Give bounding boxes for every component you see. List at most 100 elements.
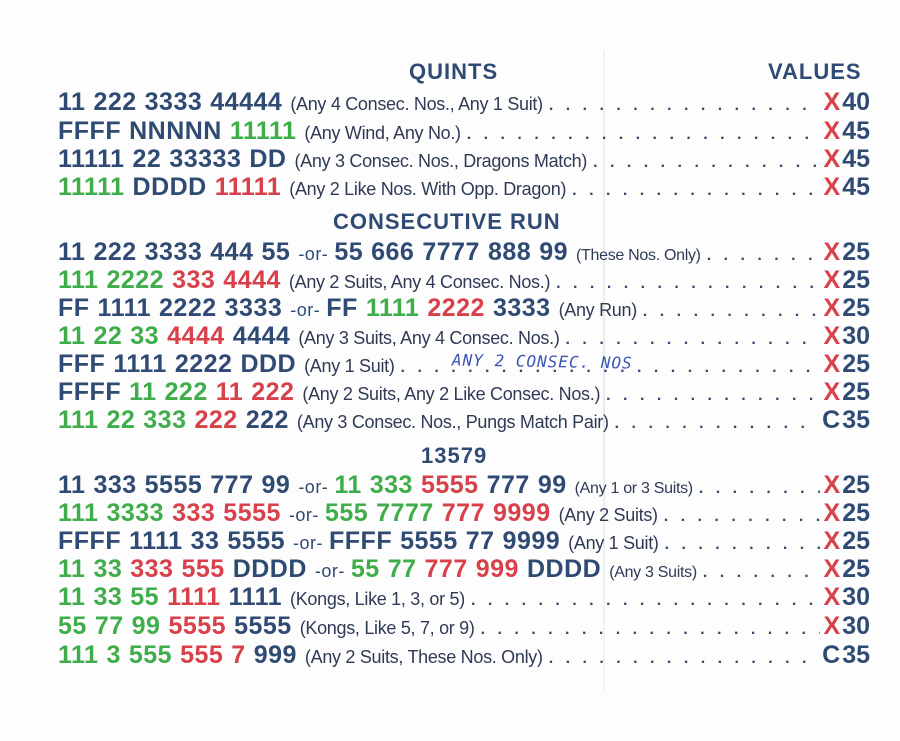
tile-group: 5555 (168, 612, 227, 640)
hand-note: (Any 2 Like Nos. With Opp. Dragon) (289, 179, 567, 199)
tile-group: 777 (424, 555, 468, 583)
hand-note: (Any 2 Suits) (558, 505, 658, 525)
tile-group: NNNNN (129, 117, 222, 145)
exposed-mark: X (823, 322, 841, 350)
tile-group: 111 (58, 499, 99, 527)
tile-group: 99 (537, 471, 567, 499)
tile-group: 33333 (169, 145, 242, 173)
hand-points: 30 (842, 322, 870, 350)
hand-points: 35 (842, 641, 870, 669)
tile-group: DDDD (232, 555, 307, 583)
hand-value: X 30 (824, 583, 871, 612)
tile-group: 7777 (422, 238, 480, 266)
dot-leader (593, 154, 819, 172)
dot-leader (471, 592, 820, 610)
hand-tiles: 111 2222 333 4444 (58, 266, 289, 295)
tile-group: 55 (350, 555, 380, 583)
hand-tiles: FF 1111 2222 3333 -or- FF 1111 2222 3333 (58, 294, 559, 323)
hand-note: (Any 3 Consec. Nos., Pungs Match Pair) (296, 412, 609, 432)
tile-group: FFF (58, 350, 106, 378)
tile-group: 99 (261, 471, 291, 499)
concealed-mark: C (822, 406, 841, 434)
tile-group: 22 (106, 406, 136, 434)
hand-tiles: FFFF 1111 33 5555 -or- FFFF 5555 77 9999 (58, 527, 568, 556)
tile-group: 444 (210, 238, 254, 266)
tile-group: 77 (94, 612, 124, 640)
tile-group: 55 (58, 612, 87, 640)
tile-group: DDDD (526, 555, 602, 583)
tile-group: 11111 (229, 117, 297, 145)
exposed-mark: X (823, 350, 841, 378)
tile-group: 11 (129, 378, 157, 406)
tile-group: 99 (131, 612, 161, 640)
tile-group: 1111 (167, 583, 221, 611)
tile-group: 999 (253, 641, 297, 669)
tile-group: 77 (465, 527, 495, 555)
hand-tiles: 111 22 333 222 222 (58, 406, 297, 435)
hand-tiles: 11 222 3333 444 55 -or- 55 666 7777 888 99 (58, 238, 576, 267)
tile-group: FFFF (329, 527, 393, 555)
dot-leader (606, 387, 819, 405)
tile-group: 666 (371, 238, 415, 266)
tile-group: 222 (93, 88, 137, 116)
tile-group: 3333 (144, 238, 203, 266)
tile-group: 333 (143, 406, 187, 434)
hand-points: 30 (842, 583, 870, 611)
tile-group: 1111 (129, 527, 183, 555)
hand-note: (Kongs, Like 1, 3, or 5) (290, 589, 465, 609)
hand-tiles: 11 22 33 4444 4444 (58, 322, 298, 351)
dot-leader (467, 126, 820, 144)
tile-group: 5555 (227, 527, 286, 555)
dot-leader (699, 480, 820, 498)
hand-row: 11 22 33 4444 4444 (Any 3 Suits, Any 4 Consec… (58, 322, 870, 350)
hand-value: X 25 (824, 266, 871, 295)
tile-group: 3333 (106, 499, 165, 527)
hand-row: 11 222 3333 444 55 -or- 55 666 7777 888 99 (These N… (58, 238, 870, 266)
tile-group: 777 (210, 471, 254, 499)
tile-group: 33 (93, 583, 123, 611)
dot-leader (572, 182, 819, 200)
exposed-mark: X (823, 294, 841, 322)
hand-row: FF 1111 2222 3333 -or- FF 1111 2222 3333 (Any Run… (58, 294, 870, 322)
tile-group: 3333 (144, 88, 203, 116)
tile-group: 11 (58, 583, 86, 611)
tile-group: 5555 (223, 499, 281, 527)
tile-group: 55 (130, 583, 160, 611)
tile-group: DDDD (132, 173, 207, 201)
hand-points: 25 (842, 499, 870, 527)
tile-group: 1111 (113, 350, 167, 378)
tile-group: 55 (334, 238, 364, 266)
concealed-mark: C (822, 641, 841, 669)
exposed-mark: X (823, 173, 841, 201)
hand-value: X 25 (824, 238, 871, 267)
hand-points: 25 (842, 471, 870, 499)
tile-group: 11 (58, 322, 86, 350)
hand-points: 25 (842, 555, 870, 583)
hand-value: C 35 (822, 406, 870, 435)
dot-leader (664, 508, 820, 526)
hand-note: (Any 4 Consec. Nos., Any 1 Suit) (290, 94, 543, 114)
dot-leader (556, 275, 819, 293)
hand-tiles: FFF 1111 2222 DDD (58, 350, 304, 379)
exposed-mark: X (823, 378, 841, 406)
hand-row: 111 3 555 555 7 999 (Any 2 Suits, These Nos. O… (58, 641, 870, 669)
tile-group: 888 (487, 238, 532, 266)
hand-tiles: FFFF 11 222 11 222 (58, 378, 302, 407)
exposed-mark: X (823, 499, 841, 527)
handwritten-note: ANY 2 CONSEC. NOS (451, 350, 633, 373)
hand-row: 111 22 333 222 222 (Any 3 Consec. Nos., Pungs… (58, 406, 870, 434)
hand-note: (Any 1 or 3 Suits) (574, 480, 694, 497)
tile-group: 11111 (58, 173, 125, 201)
hand-note: (Kongs, Like 5, 7, or 9) (299, 618, 475, 638)
tile-group: 1111 (97, 294, 152, 322)
tile-group: 777 (486, 471, 530, 499)
tile-group: 11 (58, 555, 86, 583)
tile-group: 222 (93, 238, 137, 266)
hand-tiles: 55 77 99 5555 5555 (58, 612, 300, 641)
hand-value: X 30 (824, 612, 871, 641)
tile-group: 555 (181, 555, 225, 583)
